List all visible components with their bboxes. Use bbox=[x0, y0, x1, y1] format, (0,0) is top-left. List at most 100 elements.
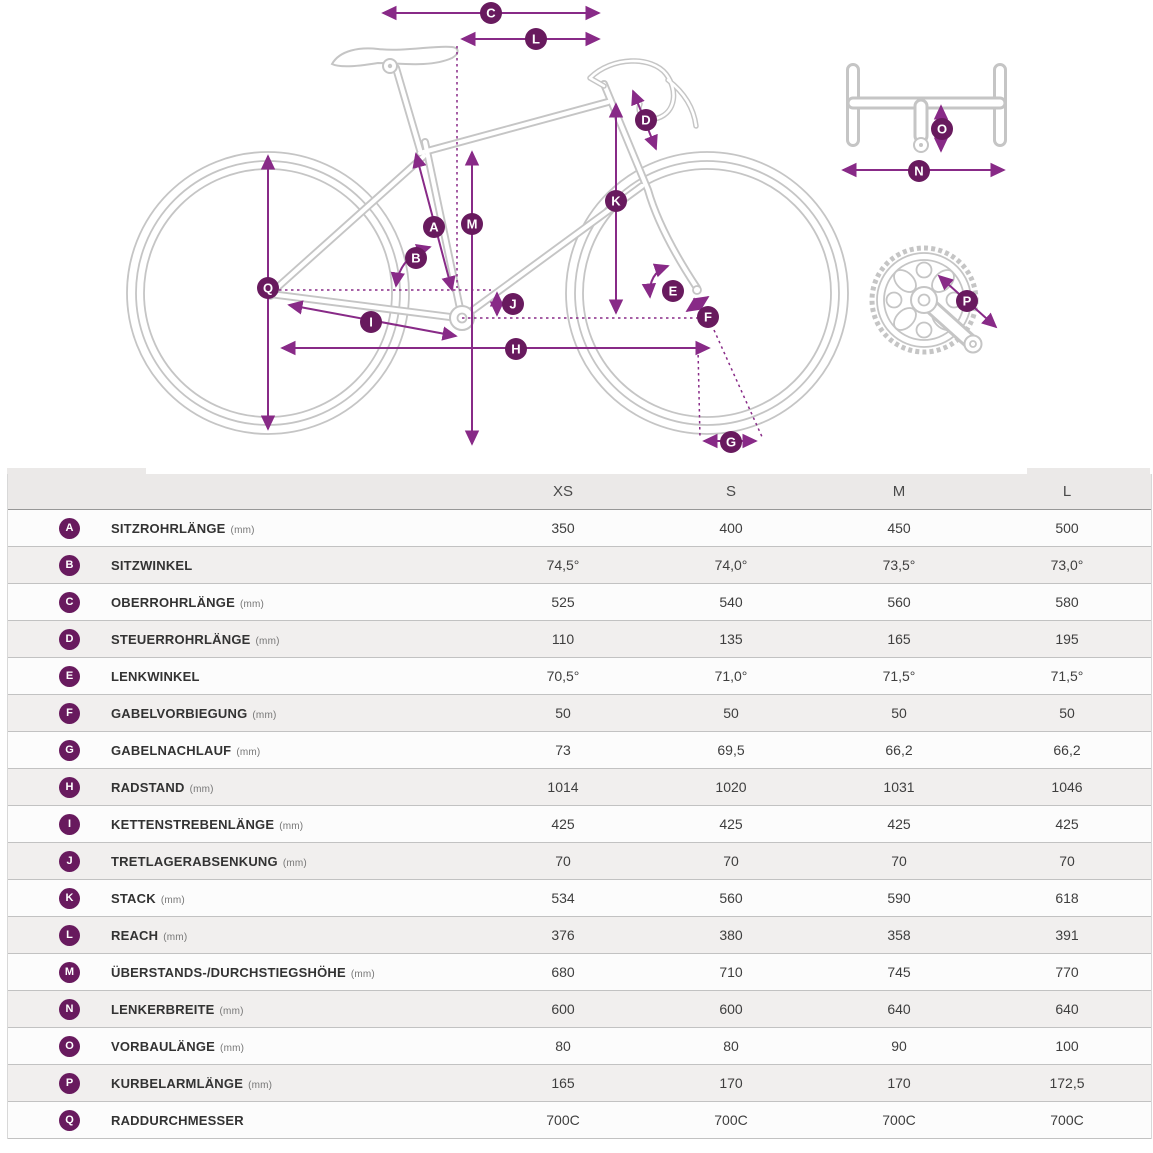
dim-E-head-angle bbox=[641, 263, 670, 299]
row-letter-badge: E bbox=[59, 665, 80, 687]
size-column-header: XS bbox=[552, 483, 573, 500]
row-letter-badge: H bbox=[59, 776, 80, 798]
bike-geometry-diagram: C L D K M A B J Q I H E F G O N P bbox=[0, 0, 1153, 466]
svg-text:C: C bbox=[486, 6, 496, 21]
row-letter-badge: G bbox=[59, 739, 80, 761]
value-cell: 170 bbox=[887, 1075, 911, 1091]
badge-H: H bbox=[505, 338, 527, 360]
badge-O: O bbox=[931, 118, 953, 140]
row-unit: (mm) bbox=[255, 635, 280, 647]
row-label: KURBELARMLÄNGE (mm) bbox=[111, 1075, 273, 1091]
badge-F: F bbox=[697, 306, 719, 328]
row-letter-badge: B bbox=[59, 554, 80, 576]
badge-I: I bbox=[360, 311, 382, 333]
value-cell: 400 bbox=[719, 520, 743, 536]
value-cell: 700C bbox=[882, 1112, 916, 1128]
value-cell: 70 bbox=[1059, 853, 1075, 869]
value-cell: 69,5 bbox=[717, 742, 745, 758]
value-cell: 66,2 bbox=[1053, 742, 1081, 758]
value-cell: 172,5 bbox=[1049, 1075, 1085, 1091]
value-cell: 70,5° bbox=[546, 668, 580, 684]
value-cell: 165 bbox=[887, 631, 911, 647]
value-cell: 500 bbox=[1055, 520, 1079, 536]
row-label-area: P KURBELARMLÄNGE (mm) bbox=[8, 1072, 479, 1094]
value-cell: 165 bbox=[551, 1075, 575, 1091]
value-cell: 73,0° bbox=[1050, 557, 1084, 573]
value-cell: 73 bbox=[555, 742, 571, 758]
row-label-area: L REACH (mm) bbox=[8, 924, 479, 946]
table-row: B SITZWINKEL 74,5° 74,0° 73,5° 73,0° bbox=[8, 547, 1151, 584]
table-row: O VORBAULÄNGE (mm) 80 80 90 100 bbox=[8, 1028, 1151, 1065]
badge-N: N bbox=[908, 160, 930, 182]
svg-text:B: B bbox=[411, 251, 420, 266]
row-label-area: C OBERROHRLÄNGE (mm) bbox=[8, 591, 479, 613]
row-unit: (mm) bbox=[189, 783, 214, 795]
value-cell: 745 bbox=[887, 964, 911, 980]
value-cell: 50 bbox=[723, 705, 739, 721]
geometry-table-body: A SITZROHRLÄNGE (mm) 350 400 450 500 B SITZWINKE… bbox=[8, 510, 1151, 1139]
value-cell: 618 bbox=[1055, 890, 1079, 906]
svg-text:I: I bbox=[369, 315, 373, 330]
row-label: REACH (mm) bbox=[111, 927, 188, 943]
value-cell: 350 bbox=[551, 520, 575, 536]
value-cell: 560 bbox=[719, 890, 743, 906]
value-cell: 1014 bbox=[547, 779, 579, 795]
row-unit: (mm) bbox=[236, 746, 261, 758]
value-cell: 540 bbox=[719, 594, 743, 610]
value-cell: 110 bbox=[551, 631, 575, 647]
svg-text:Q: Q bbox=[263, 281, 273, 296]
row-unit: (mm) bbox=[220, 1042, 245, 1054]
table-row: E LENKWINKEL 70,5° 71,0° 71,5° 71,5° bbox=[8, 658, 1151, 695]
badge-Q: Q bbox=[257, 277, 279, 299]
value-cell: 700C bbox=[546, 1112, 580, 1128]
row-unit: (mm) bbox=[160, 894, 185, 906]
value-cell: 534 bbox=[551, 890, 575, 906]
row-label: RADSTAND (mm) bbox=[111, 779, 214, 795]
row-label: STEUERROHRLÄNGE (mm) bbox=[111, 631, 280, 647]
row-label-area: J TRETLAGERABSENKUNG (mm) bbox=[8, 850, 479, 872]
row-letter-badge: Q bbox=[59, 1109, 80, 1131]
saddle bbox=[330, 45, 459, 74]
row-label: SITZWINKEL bbox=[111, 557, 193, 573]
value-cell: 425 bbox=[887, 816, 911, 832]
value-cell: 71,0° bbox=[714, 668, 748, 684]
value-cell: 70 bbox=[723, 853, 739, 869]
value-cell: 425 bbox=[551, 816, 575, 832]
table-row: M ÜBERSTANDS-/DURCHSTIEGSHÖHE (mm) 680 710 74… bbox=[8, 954, 1151, 991]
value-cell: 391 bbox=[1055, 927, 1079, 943]
value-cell: 135 bbox=[719, 631, 743, 647]
value-cell: 590 bbox=[887, 890, 911, 906]
header-tab-left bbox=[7, 468, 146, 474]
row-label: ÜBERSTANDS-/DURCHSTIEGSHÖHE (mm) bbox=[111, 964, 375, 980]
row-letter-badge: L bbox=[59, 924, 80, 946]
size-column-header: L bbox=[1062, 483, 1072, 500]
row-letter-badge: I bbox=[59, 813, 80, 835]
row-letter-badge: J bbox=[59, 850, 80, 872]
row-label-area: K STACK (mm) bbox=[8, 887, 479, 909]
row-label-area: O VORBAULÄNGE (mm) bbox=[8, 1035, 479, 1057]
value-cell: 640 bbox=[887, 1001, 911, 1017]
value-cell: 425 bbox=[1055, 816, 1079, 832]
badge-P: P bbox=[956, 290, 978, 312]
svg-text:N: N bbox=[914, 164, 923, 179]
diagram-badges: C L D K M A B J Q I H E F G O N P bbox=[257, 2, 978, 453]
row-letter-badge: M bbox=[59, 961, 80, 983]
row-unit: (mm) bbox=[279, 820, 304, 832]
row-unit: (mm) bbox=[239, 598, 265, 610]
row-unit: (mm) bbox=[219, 1005, 244, 1017]
row-label-area: N LENKERBREITE (mm) bbox=[8, 998, 479, 1020]
value-cell: 70 bbox=[555, 853, 571, 869]
row-label-area: E LENKWINKEL bbox=[8, 665, 479, 687]
table-row: Q RADDURCHMESSER 700C 700C 700C 700C bbox=[8, 1102, 1151, 1139]
svg-text:G: G bbox=[726, 435, 736, 450]
badge-G: G bbox=[720, 431, 742, 453]
row-label: OBERROHRLÄNGE (mm) bbox=[111, 594, 265, 610]
badge-B: B bbox=[405, 247, 427, 269]
header-tab-right bbox=[1027, 468, 1150, 474]
dim-F-fork-offset bbox=[685, 296, 710, 312]
badge-L: L bbox=[525, 28, 547, 50]
value-cell: 680 bbox=[551, 964, 575, 980]
row-label: SITZROHRLÄNGE (mm) bbox=[111, 520, 255, 536]
value-cell: 80 bbox=[723, 1038, 739, 1054]
svg-text:D: D bbox=[641, 113, 650, 128]
